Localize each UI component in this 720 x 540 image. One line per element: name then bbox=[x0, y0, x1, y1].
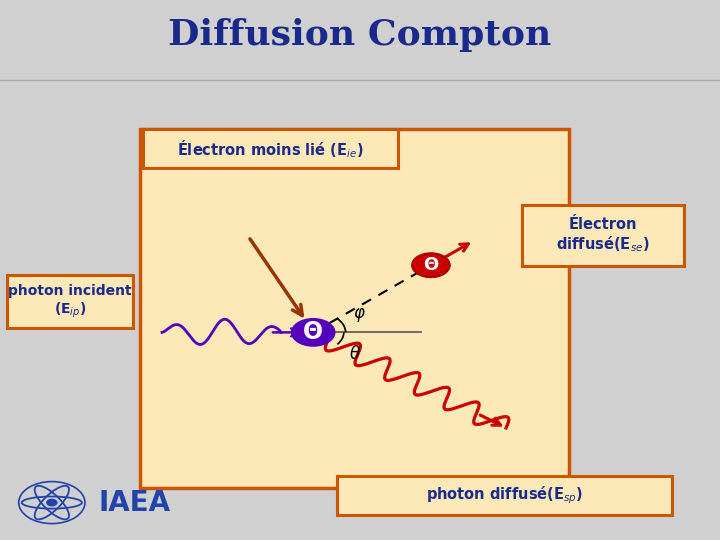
Circle shape bbox=[47, 500, 57, 506]
Circle shape bbox=[292, 319, 335, 346]
Circle shape bbox=[412, 253, 449, 277]
FancyBboxPatch shape bbox=[7, 275, 133, 328]
FancyBboxPatch shape bbox=[337, 476, 672, 515]
Text: θ: θ bbox=[350, 345, 360, 363]
Text: Θ: Θ bbox=[303, 320, 323, 345]
Text: Diffusion Compton: Diffusion Compton bbox=[168, 18, 552, 52]
Text: Électron moins lié (E$_{ie}$): Électron moins lié (E$_{ie}$) bbox=[177, 138, 364, 160]
FancyBboxPatch shape bbox=[143, 130, 398, 168]
Text: Θ: Θ bbox=[423, 256, 438, 274]
Text: Électron
diffusé(E$_{se}$): Électron diffusé(E$_{se}$) bbox=[557, 217, 649, 254]
Text: IAEA: IAEA bbox=[99, 489, 171, 517]
FancyBboxPatch shape bbox=[140, 129, 569, 488]
Text: photon incident
(E$_{ip}$): photon incident (E$_{ip}$) bbox=[9, 284, 132, 320]
FancyBboxPatch shape bbox=[522, 205, 684, 266]
Text: photon diffusé(E$_{sp}$): photon diffusé(E$_{sp}$) bbox=[426, 485, 583, 507]
Text: φ: φ bbox=[353, 304, 364, 322]
